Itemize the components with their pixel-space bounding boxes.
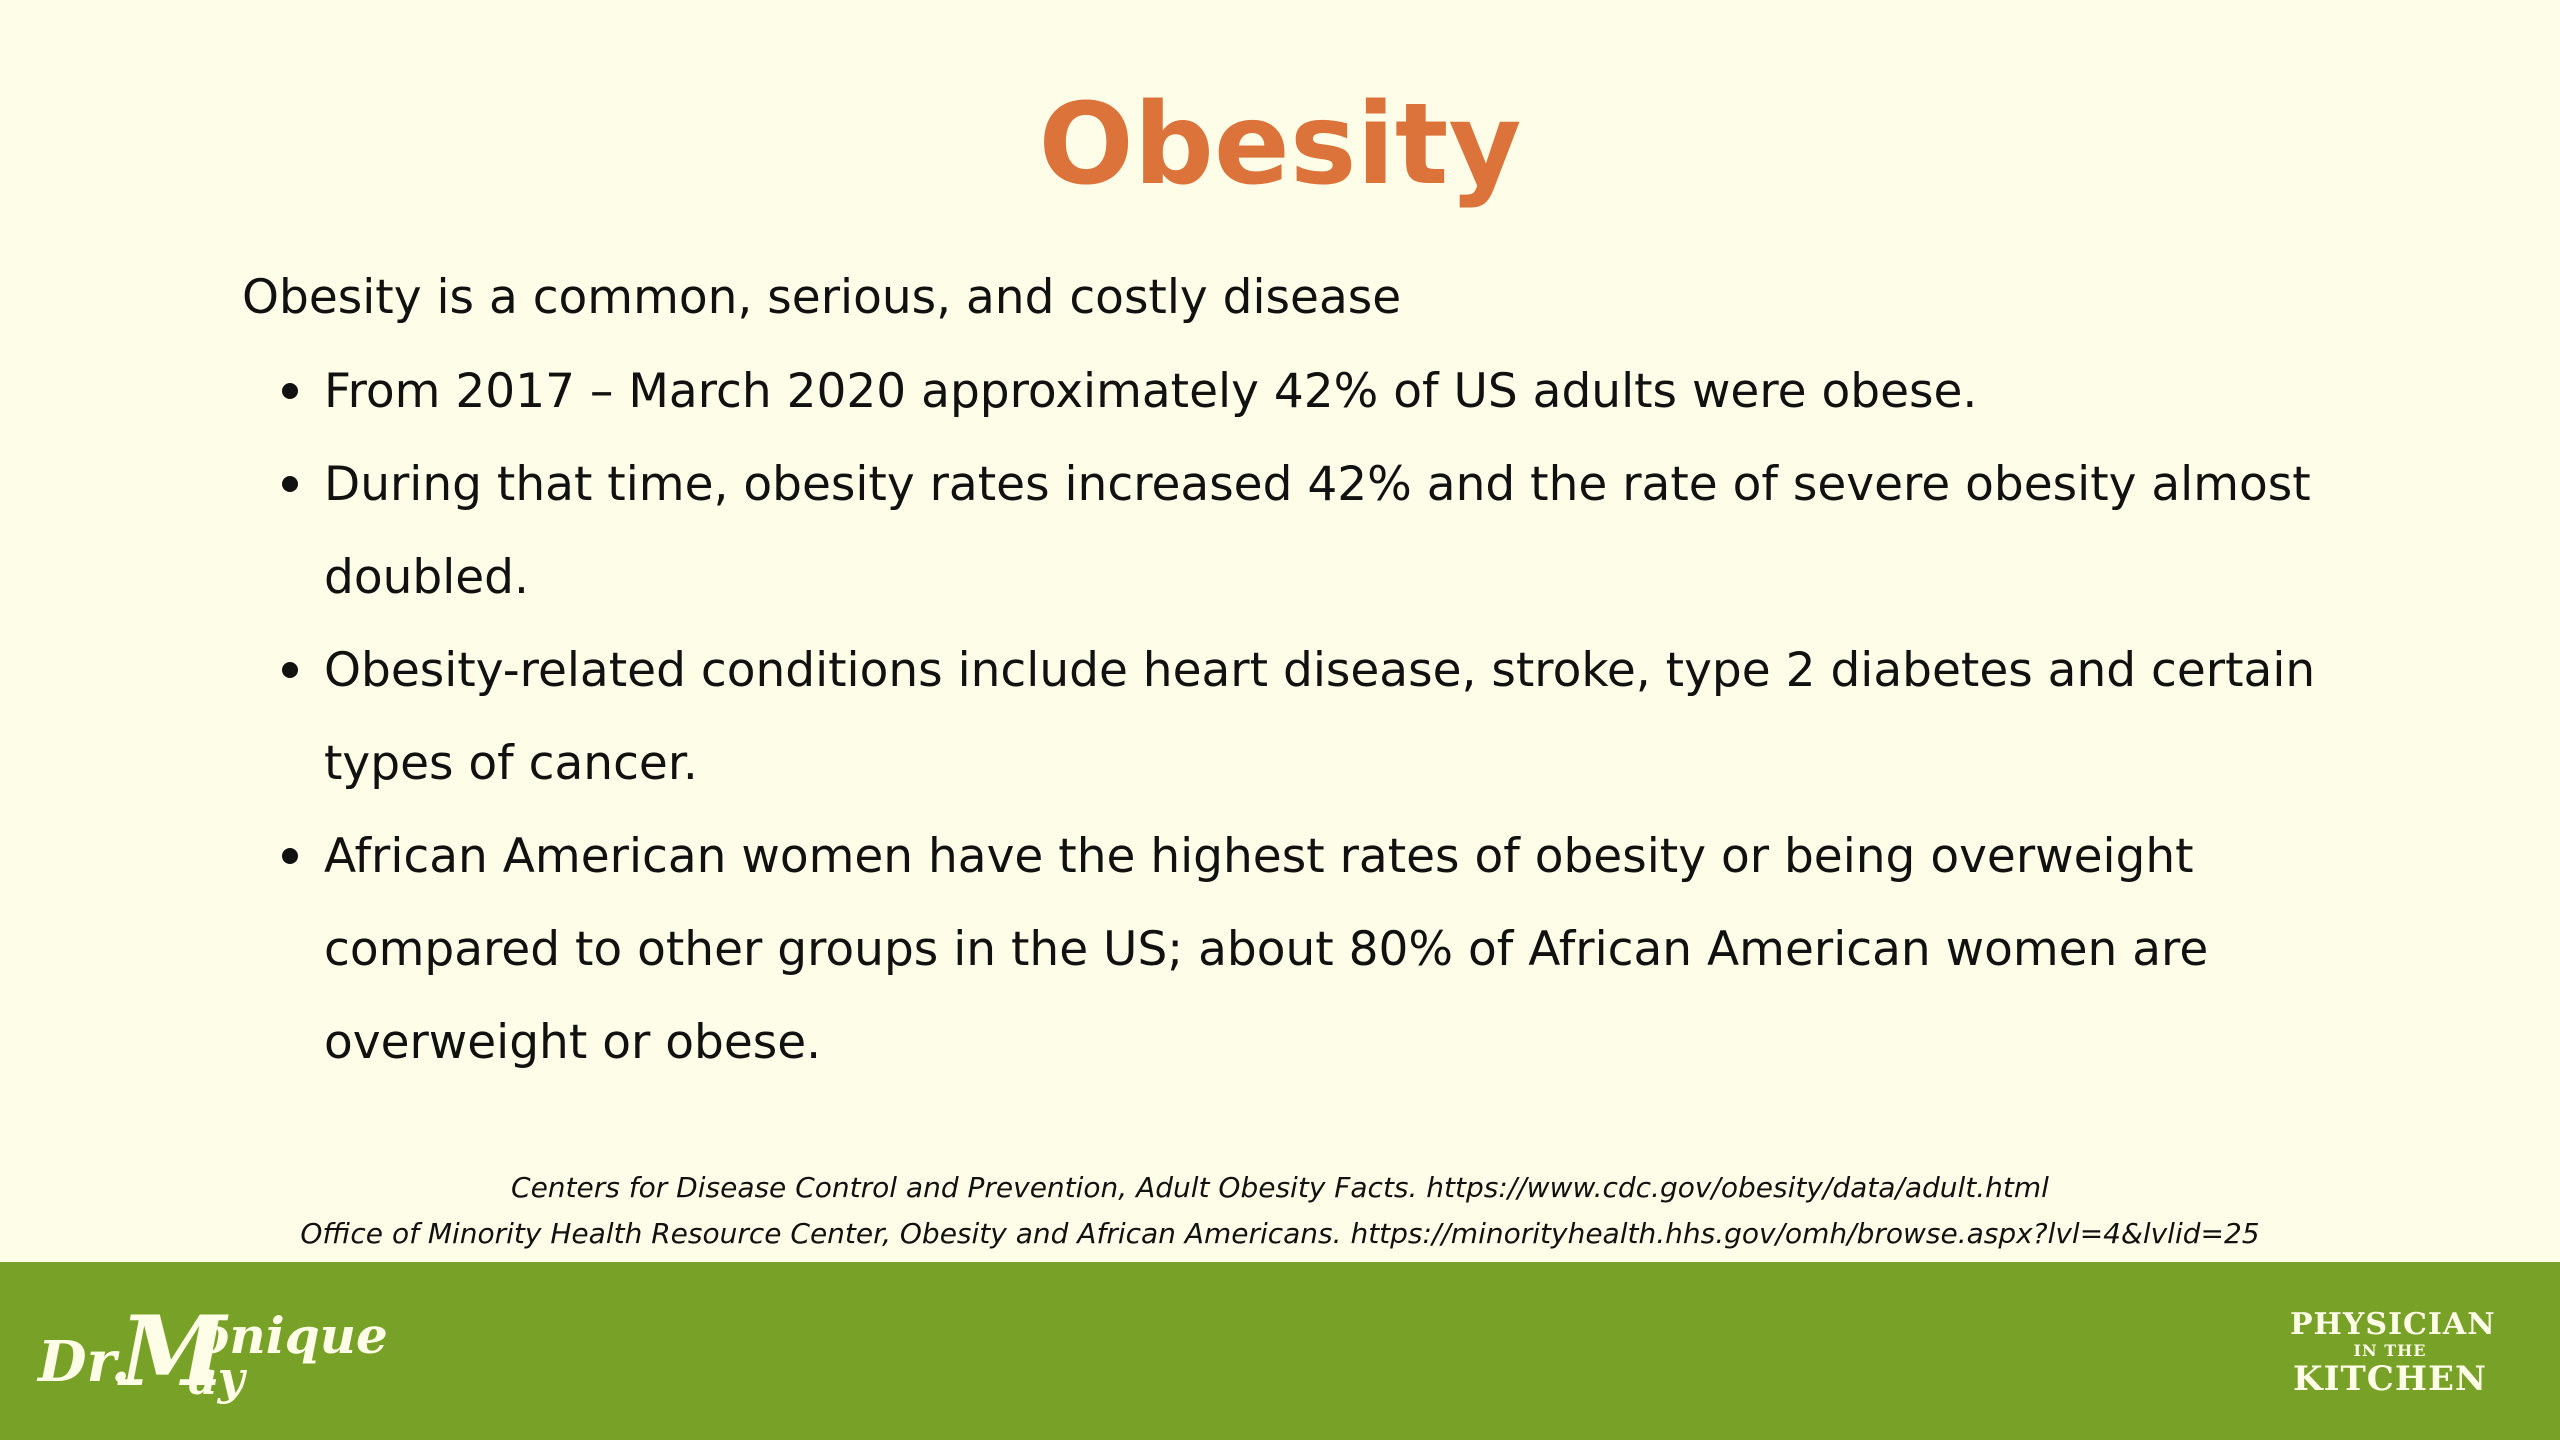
bullet-dot-icon bbox=[282, 848, 298, 864]
logo-kitchen-text: KITCHEN bbox=[2293, 1359, 2487, 1399]
logo-onique-text: onique bbox=[196, 1306, 388, 1365]
logo-m-text: M bbox=[120, 1295, 227, 1408]
bullet-item: From 2017 – March 2020 approximately 42%… bbox=[242, 345, 2402, 438]
dr-monique-may-logo: Dr. M onique ay bbox=[38, 1295, 388, 1412]
bullet-item: African American women have the highest … bbox=[242, 810, 2402, 1089]
logo-dr-text: Dr. bbox=[38, 1329, 131, 1395]
slide-title: Obesity bbox=[1038, 80, 1522, 210]
physician-in-the-kitchen-logo: PHYSICIAN IN THE KITCHEN bbox=[2290, 1307, 2496, 1399]
reference-omh: Office of Minority Health Resource Cente… bbox=[300, 1217, 2260, 1250]
bullet-text: Obesity-related conditions include heart… bbox=[324, 643, 2316, 791]
bullet-list: From 2017 – March 2020 approximately 42%… bbox=[242, 345, 2402, 1089]
bullet-text: During that time, obesity rates increase… bbox=[324, 457, 2311, 605]
logo-in-the-text: IN THE bbox=[2353, 1341, 2427, 1360]
references: Centers for Disease Control and Preventi… bbox=[0, 1165, 2560, 1257]
bullet-dot-icon bbox=[282, 662, 298, 678]
reference-cdc: Centers for Disease Control and Preventi… bbox=[511, 1171, 2049, 1204]
slide-content: Obesity Obesity is a common, serious, an… bbox=[0, 80, 2560, 1257]
intro-text: Obesity is a common, serious, and costly… bbox=[242, 270, 1402, 325]
logo-physician-text: PHYSICIAN bbox=[2290, 1307, 2496, 1342]
bullet-item: Obesity-related conditions include heart… bbox=[242, 624, 2402, 810]
logo-ay-text: ay bbox=[188, 1351, 245, 1405]
bullet-text: African American women have the highest … bbox=[324, 829, 2209, 1070]
bullet-dot-icon bbox=[282, 383, 298, 399]
bullet-item: During that time, obesity rates increase… bbox=[242, 438, 2402, 624]
footer-bar: Dr. M onique ay PHYSICIAN IN THE KITCHEN bbox=[0, 1262, 2560, 1440]
bullet-dot-icon bbox=[282, 476, 298, 492]
bullet-text: From 2017 – March 2020 approximately 42%… bbox=[324, 364, 1978, 419]
